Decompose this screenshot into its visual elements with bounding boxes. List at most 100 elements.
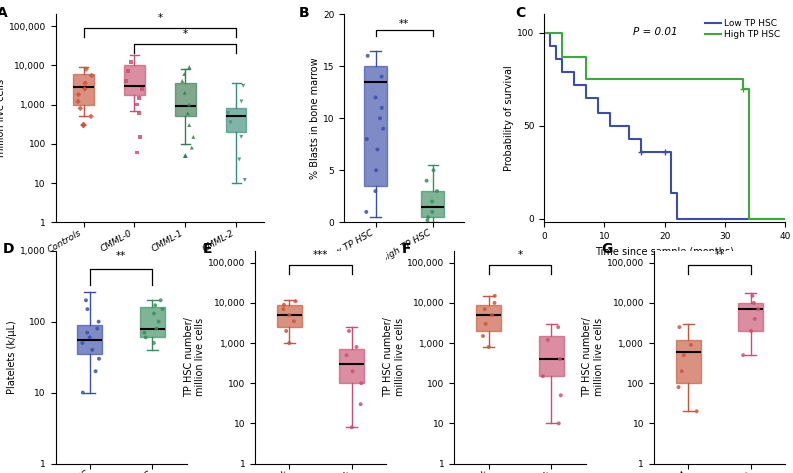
Point bbox=[183, 121, 196, 129]
Point bbox=[478, 306, 491, 313]
Point bbox=[81, 329, 94, 336]
Point bbox=[76, 389, 89, 396]
Point bbox=[283, 339, 296, 347]
Point bbox=[155, 297, 167, 304]
Point bbox=[90, 368, 102, 375]
Point bbox=[92, 318, 105, 325]
Point bbox=[426, 208, 439, 216]
Point bbox=[224, 119, 237, 126]
Text: D: D bbox=[3, 242, 14, 256]
Point bbox=[187, 133, 200, 140]
Low TP HSC bbox=[636, 149, 646, 155]
Bar bbox=[339, 349, 364, 383]
Point bbox=[421, 217, 434, 224]
Low TP HSC bbox=[660, 149, 669, 155]
Low TP HSC bbox=[666, 190, 676, 195]
Y-axis label: TP HSC number/
million live cells: TP HSC number/ million live cells bbox=[0, 79, 6, 158]
Point bbox=[347, 368, 359, 375]
Point bbox=[222, 109, 235, 117]
Point bbox=[374, 114, 386, 122]
Bar bbox=[477, 305, 501, 331]
Point bbox=[77, 121, 90, 129]
Point bbox=[79, 297, 92, 304]
Point bbox=[72, 91, 85, 98]
Text: P = 0.01: P = 0.01 bbox=[634, 26, 678, 37]
Low TP HSC bbox=[581, 95, 591, 101]
Low TP HSC bbox=[606, 123, 615, 129]
Point bbox=[553, 420, 565, 427]
Point bbox=[420, 177, 433, 184]
Point bbox=[120, 77, 132, 85]
Low TP HSC bbox=[780, 216, 790, 221]
Point bbox=[554, 355, 566, 363]
Y-axis label: % Blasts in bone marrow: % Blasts in bone marrow bbox=[310, 57, 320, 179]
Point bbox=[346, 423, 358, 431]
Point bbox=[235, 97, 247, 105]
Point bbox=[677, 351, 690, 359]
Point bbox=[362, 52, 374, 60]
High TP HSC bbox=[581, 77, 591, 82]
Point bbox=[676, 368, 688, 375]
Point bbox=[235, 133, 247, 140]
High TP HSC bbox=[744, 216, 753, 221]
Point bbox=[150, 325, 163, 333]
Point bbox=[431, 187, 443, 195]
Point bbox=[752, 306, 764, 313]
Point bbox=[537, 372, 550, 380]
Point bbox=[370, 166, 382, 174]
Point bbox=[121, 68, 134, 75]
Point bbox=[673, 324, 686, 331]
Y-axis label: TP HSC number/
million live cells: TP HSC number/ million live cells bbox=[184, 317, 205, 397]
Point bbox=[136, 85, 149, 93]
Point bbox=[186, 144, 198, 151]
Point bbox=[132, 94, 145, 101]
Point bbox=[426, 198, 439, 205]
X-axis label: Time since sample (months): Time since sample (months) bbox=[596, 246, 734, 256]
Point bbox=[351, 343, 363, 351]
Low TP HSC bbox=[569, 82, 579, 88]
Text: F: F bbox=[402, 242, 412, 256]
Point bbox=[371, 146, 384, 153]
Bar bbox=[421, 191, 444, 217]
Point bbox=[748, 299, 760, 307]
Point bbox=[375, 104, 388, 112]
High TP HSC bbox=[738, 86, 748, 91]
Text: E: E bbox=[202, 242, 212, 256]
Point bbox=[749, 315, 761, 323]
Point bbox=[737, 351, 749, 359]
Y-axis label: TP HSC number/
million live cells: TP HSC number/ million live cells bbox=[583, 317, 604, 397]
Text: **: ** bbox=[116, 251, 126, 261]
Text: ***: *** bbox=[313, 250, 328, 260]
Point bbox=[278, 301, 290, 308]
Point bbox=[552, 324, 565, 331]
Point bbox=[343, 327, 355, 335]
Point bbox=[488, 299, 501, 307]
Bar bbox=[738, 303, 763, 331]
Point bbox=[138, 329, 151, 336]
Low TP HSC bbox=[624, 136, 634, 141]
Point bbox=[182, 109, 194, 117]
Text: G: G bbox=[601, 242, 613, 256]
Y-axis label: TP HSC number/
million live cells: TP HSC number/ million live cells bbox=[383, 317, 404, 397]
Point bbox=[485, 311, 498, 319]
Point bbox=[691, 408, 703, 415]
Text: **: ** bbox=[714, 250, 725, 260]
Low TP HSC bbox=[539, 30, 549, 35]
Bar bbox=[226, 108, 247, 132]
Bar bbox=[78, 325, 102, 354]
Point bbox=[370, 94, 382, 101]
Point bbox=[369, 187, 381, 195]
Point bbox=[91, 325, 104, 333]
Point bbox=[83, 333, 96, 341]
Text: B: B bbox=[298, 6, 309, 20]
Bar bbox=[140, 307, 165, 337]
Point bbox=[156, 306, 169, 313]
Text: *: * bbox=[182, 29, 188, 39]
Point bbox=[239, 176, 251, 184]
Point bbox=[131, 149, 144, 156]
Bar bbox=[73, 74, 94, 105]
Point bbox=[178, 89, 191, 96]
Point bbox=[283, 311, 296, 319]
Point bbox=[140, 333, 152, 341]
Point bbox=[237, 82, 250, 89]
